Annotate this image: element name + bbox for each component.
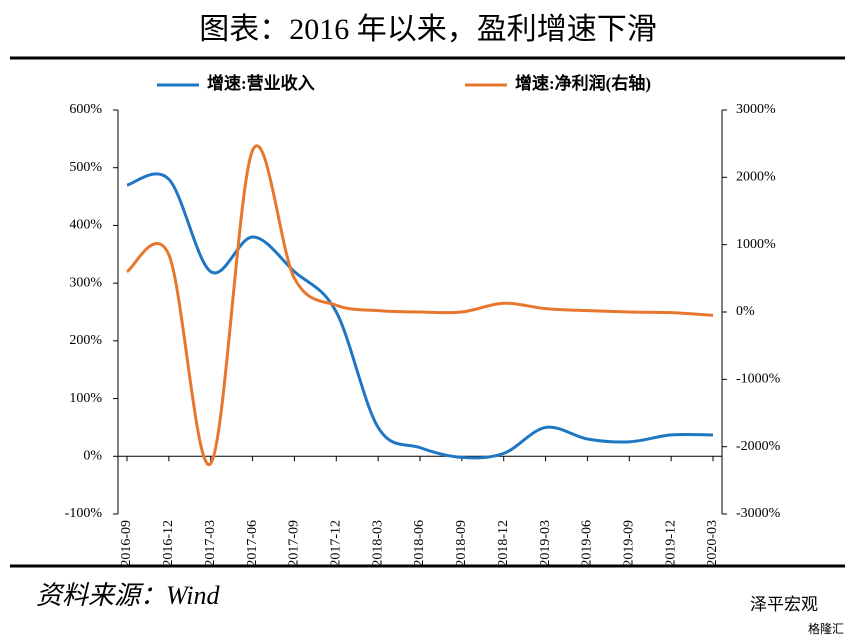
y-tick-label: 600% — [69, 102, 102, 117]
legend-label: 增速:营业收入 — [207, 73, 315, 93]
x-tick-label: 2018-06 — [412, 520, 427, 567]
y2-tick-label: 1000% — [736, 237, 776, 252]
y-tick-label: 100% — [69, 391, 102, 406]
y-tick-label: 300% — [69, 275, 102, 290]
y-tick-label: 0% — [83, 449, 102, 464]
x-tick-label: 2019-03 — [538, 520, 553, 567]
x-tick-label: 2017-09 — [287, 520, 302, 567]
x-tick-label: 2018-09 — [454, 520, 469, 567]
y2-tick-label: 0% — [736, 304, 755, 319]
y2-tick-label: -3000% — [736, 506, 781, 521]
series-line — [126, 144, 714, 466]
x-tick-label: 2019-09 — [622, 520, 637, 567]
x-tick-label: 2017-12 — [329, 520, 344, 567]
y2-tick-label: -2000% — [736, 439, 781, 454]
x-tick-label: 2016-09 — [119, 520, 134, 567]
x-tick-label: 2019-06 — [580, 520, 595, 567]
legend-label: 增速:净利润(右轴) — [515, 73, 651, 93]
x-tick-label: 2018-12 — [496, 520, 511, 567]
x-tick-label: 2019-12 — [663, 520, 678, 567]
source: 资料来源：Wind — [36, 581, 220, 610]
chart-title: 图表：2016 年以来，盈利增速下滑 — [199, 13, 657, 46]
watermark: 泽平宏观 — [750, 595, 818, 614]
x-tick-label: 2016-12 — [161, 520, 176, 567]
y2-tick-label: 2000% — [736, 170, 776, 185]
x-tick-label: 2017-06 — [245, 520, 260, 567]
y-tick-label: 500% — [69, 160, 102, 175]
y2-tick-label: -1000% — [736, 372, 781, 387]
watermark-2: 格隆汇 — [808, 621, 844, 636]
y-tick-label: 200% — [69, 333, 102, 348]
series-line — [126, 172, 714, 460]
x-tick-label: 2020-03 — [705, 520, 720, 567]
y-tick-label: 400% — [69, 218, 102, 233]
y2-tick-label: 3000% — [736, 102, 776, 117]
x-tick-label: 2017-03 — [203, 520, 218, 567]
x-tick-label: 2018-03 — [370, 520, 385, 567]
y-tick-label: -100% — [65, 506, 103, 521]
